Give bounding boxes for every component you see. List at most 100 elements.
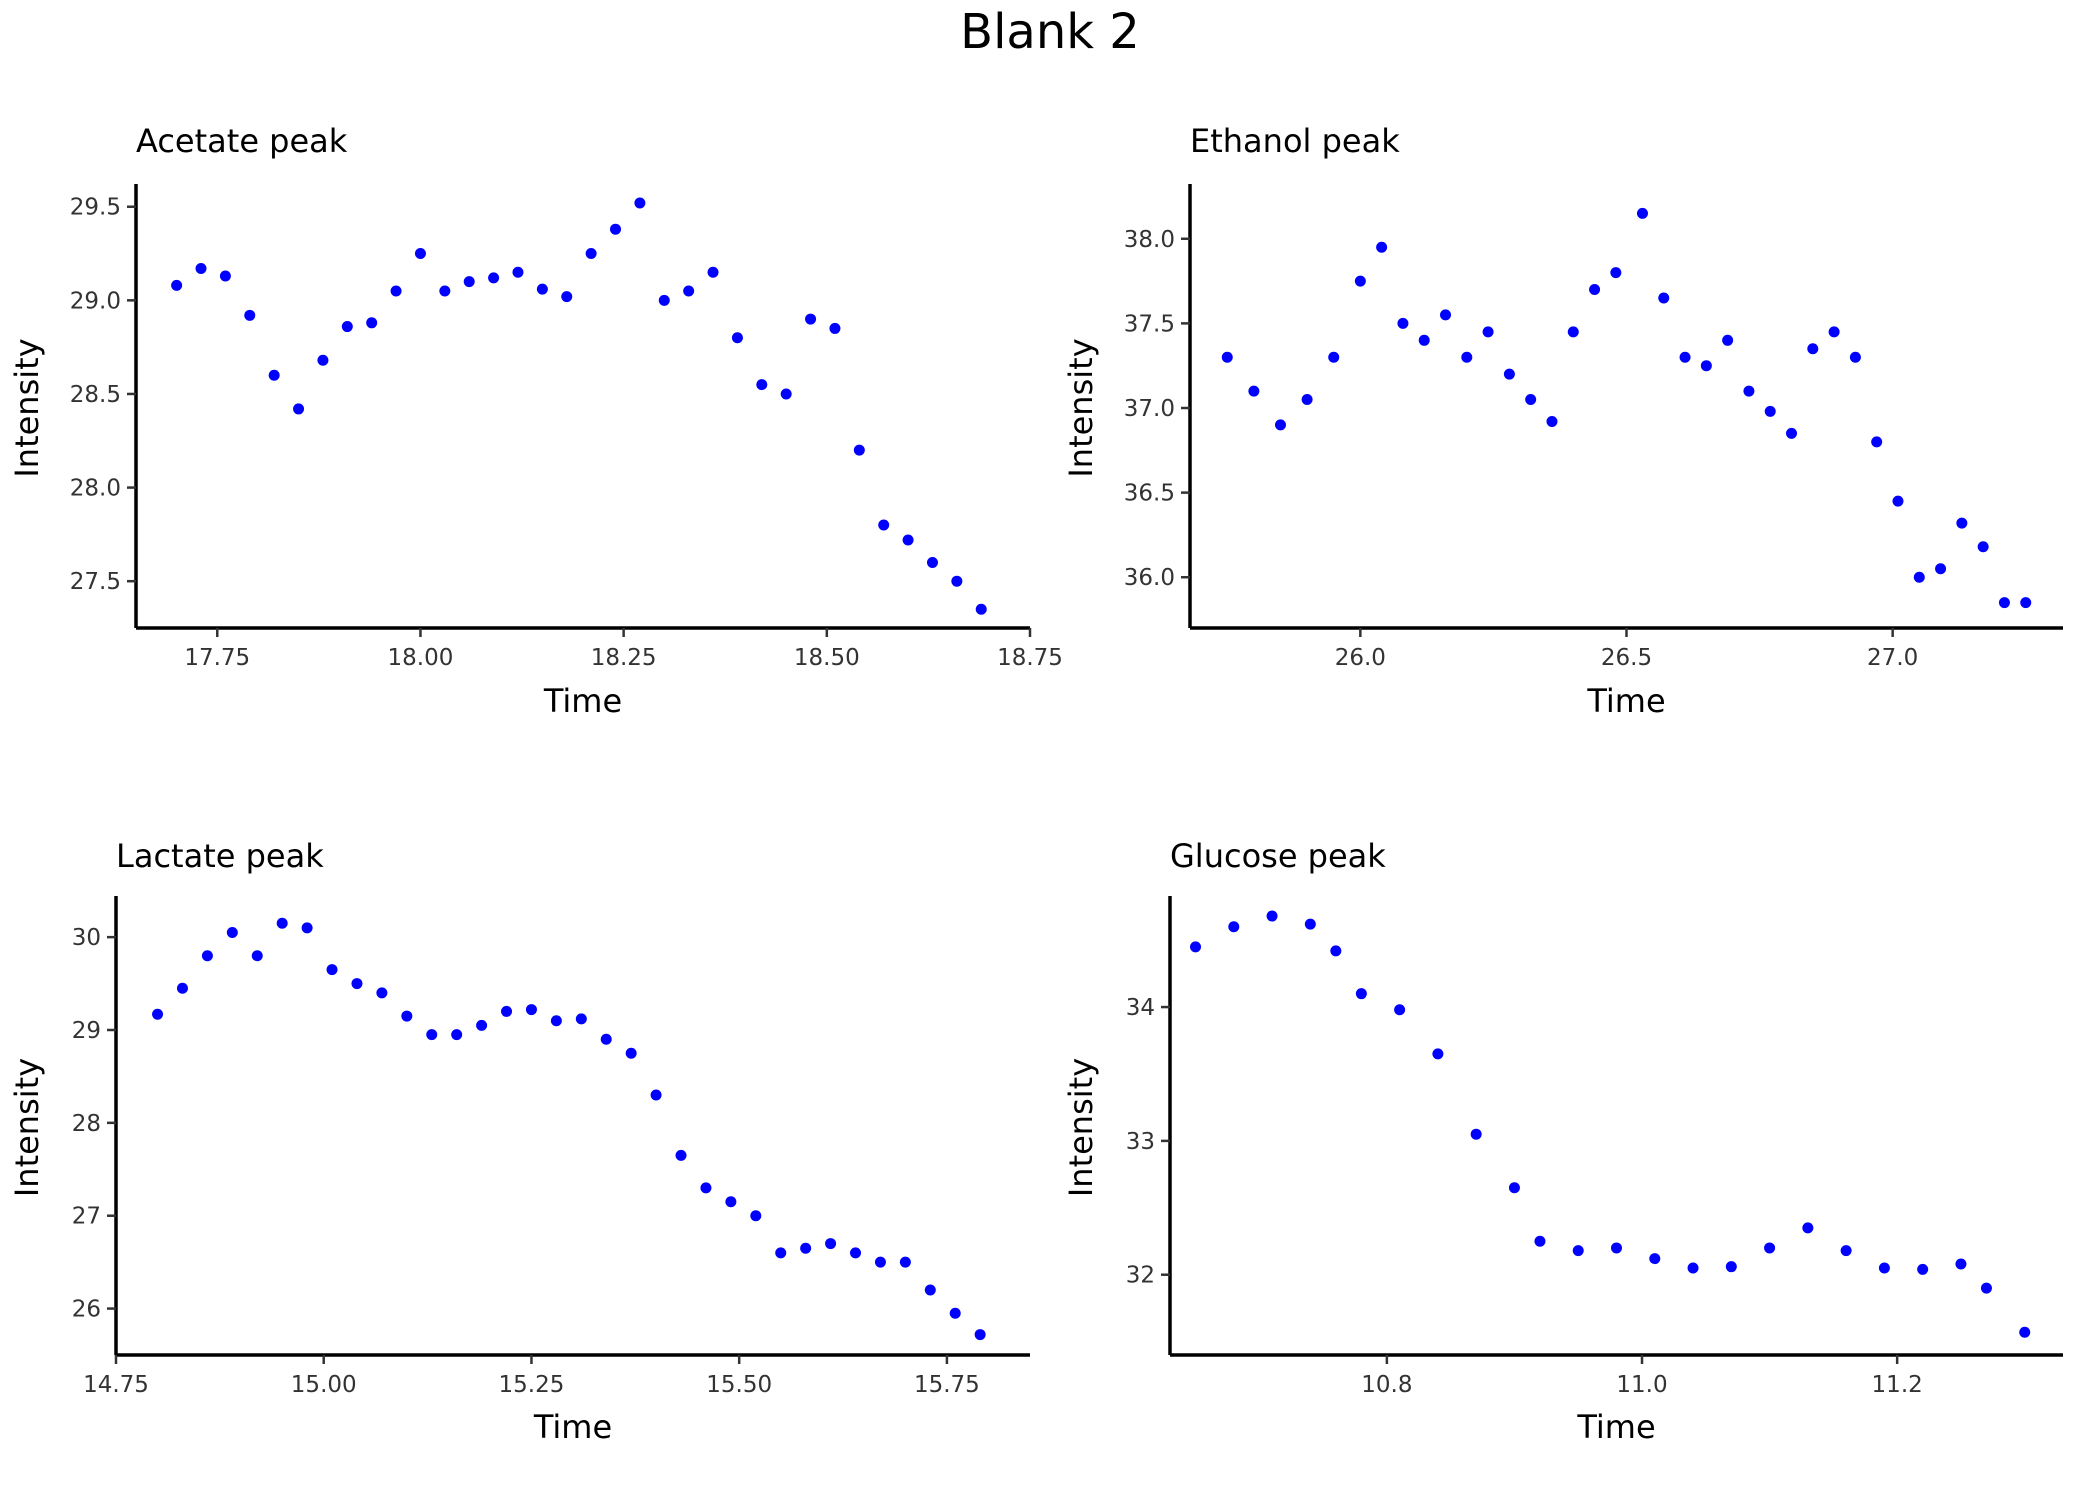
glucose-data-point [1955, 1258, 1967, 1270]
lactate-data-point [700, 1182, 712, 1194]
lactate-data-point [750, 1210, 762, 1222]
ethanol-data-point [1376, 241, 1388, 253]
ethanol-x-tick-label: 26.0 [1335, 645, 1386, 671]
ethanol-data-point [1743, 385, 1755, 397]
acetate-data-point [683, 285, 695, 297]
ethanol-data-point [1892, 495, 1904, 507]
lactate-data-point [949, 1307, 961, 1319]
glucose-data-point [1572, 1245, 1584, 1257]
glucose-x-tick-label: 11.0 [1616, 1372, 1667, 1398]
glucose-data-point [1611, 1242, 1622, 1254]
ethanol-data-point [1935, 563, 1947, 575]
acetate-data-point [610, 223, 622, 235]
lactate-data-point [525, 1004, 537, 1016]
glucose-data-point [1330, 945, 1342, 957]
ethanol-data-point [1461, 351, 1473, 363]
ethanol-data-point [1849, 351, 1861, 363]
glucose-data-point [1432, 1048, 1444, 1060]
acetate-data-point [707, 266, 719, 278]
glucose-data-point [1470, 1128, 1482, 1140]
lactate-data-point [675, 1149, 687, 1161]
ethanol-data-point [1658, 292, 1670, 304]
lactate-data-point [625, 1047, 637, 1059]
ethanol-data-point [1301, 394, 1313, 406]
glucose-x-axis-title: Time [1576, 1408, 1655, 1446]
lactate-panel: Lactate peak 14.75 15.00 15.25 15.50 15.75 26 2… [8, 837, 1030, 1446]
lactate-y-tick-label: 27 [72, 1204, 101, 1230]
glucose-data-point [1725, 1261, 1737, 1273]
ethanol-data-point [1274, 419, 1286, 431]
acetate-data-point [902, 534, 914, 546]
ethanol-y-tick-label: 36.5 [1124, 481, 1175, 507]
figure-title: Blank 2 [960, 4, 1140, 60]
glucose-panel: Glucose peak 10.8 11.0 11.2 32 33 34 Time Intens… [1062, 837, 2063, 1446]
ethanol-data-point [1998, 597, 2010, 609]
glucose-data-point [1649, 1253, 1661, 1265]
lactate-data-point [351, 978, 363, 990]
lactate-y-tick-label: 29 [72, 1018, 101, 1044]
lactate-data-point [600, 1033, 612, 1045]
lactate-data-point [301, 922, 313, 934]
lactate-data-point [226, 927, 238, 938]
ethanol-data-point [1956, 517, 1968, 529]
ethanol-y-axis-title: Intensity [1062, 338, 1100, 477]
ethanol-data-point [1679, 351, 1691, 363]
glucose-data-point [1840, 1245, 1852, 1257]
acetate-x-axis-title: Time [543, 682, 622, 720]
lactate-data-point [451, 1029, 463, 1041]
acetate-data-point [268, 369, 280, 381]
glucose-data-point [1304, 918, 1316, 930]
lactate-y-tick-label: 28 [72, 1111, 101, 1137]
acetate-data-point [780, 388, 792, 400]
ethanol-data-point [1440, 309, 1452, 321]
lactate-data-point [800, 1242, 812, 1254]
lactate-y-tick-label: 30 [72, 925, 101, 951]
acetate-data-point [488, 272, 500, 284]
acetate-y-tick-label: 29.5 [70, 195, 121, 221]
glucose-data-point [1687, 1262, 1699, 1274]
acetate-data-point [439, 285, 451, 297]
lactate-data-point [152, 1008, 164, 1020]
glucose-panel-title: Glucose peak [1170, 837, 1386, 875]
lactate-data-point [276, 917, 288, 929]
glucose-x-tick-label: 10.8 [1361, 1372, 1412, 1398]
acetate-data-point [512, 266, 524, 278]
glucose-data-point [1266, 910, 1278, 922]
ethanol-data-point [1546, 416, 1558, 428]
ethanol-data-point [1871, 436, 1883, 448]
glucose-data-point [1802, 1222, 1814, 1234]
acetate-data-point [951, 575, 963, 587]
lactate-data-point [725, 1196, 737, 1208]
glucose-data-point [1355, 988, 1367, 1000]
acetate-data-point [171, 279, 183, 291]
acetate-x-tick-label: 18.50 [794, 645, 860, 671]
lactate-x-tick-label: 15.00 [291, 1372, 357, 1398]
glucose-y-tick-label: 33 [1126, 1129, 1155, 1155]
ethanol-data-point [1722, 334, 1734, 346]
lactate-y-axis-title: Intensity [8, 1058, 46, 1197]
lactate-x-tick-label: 14.75 [83, 1372, 149, 1398]
acetate-data-point [317, 354, 329, 366]
ethanol-data-point [1503, 368, 1515, 380]
lactate-data-point [825, 1238, 837, 1250]
acetate-data-point [878, 519, 890, 531]
lactate-data-point [176, 982, 188, 994]
lactate-x-tick-label: 15.25 [499, 1372, 565, 1398]
glucose-data-point [1917, 1263, 1929, 1275]
glucose-data-point [1878, 1262, 1890, 1274]
ethanol-data-point [1221, 351, 1233, 363]
glucose-y-axis-title: Intensity [1062, 1058, 1100, 1197]
ethanol-data-point [1418, 334, 1430, 346]
acetate-panel-title: Acetate peak [136, 122, 348, 160]
ethanol-data-point [2020, 597, 2032, 609]
ethanol-data-point [1977, 541, 1989, 553]
ethanol-y-tick-label: 36.0 [1124, 565, 1175, 591]
acetate-panel: Acetate peak 17.75 18.00 18.25 18.50 18.75 27.… [8, 122, 1063, 720]
acetate-data-point [853, 444, 865, 456]
ethanol-data-point [1764, 405, 1776, 417]
acetate-x-tick-label: 18.75 [997, 645, 1063, 671]
ethanol-data-point [1786, 427, 1798, 439]
acetate-x-tick-label: 18.25 [591, 645, 657, 671]
acetate-data-point [536, 283, 548, 295]
